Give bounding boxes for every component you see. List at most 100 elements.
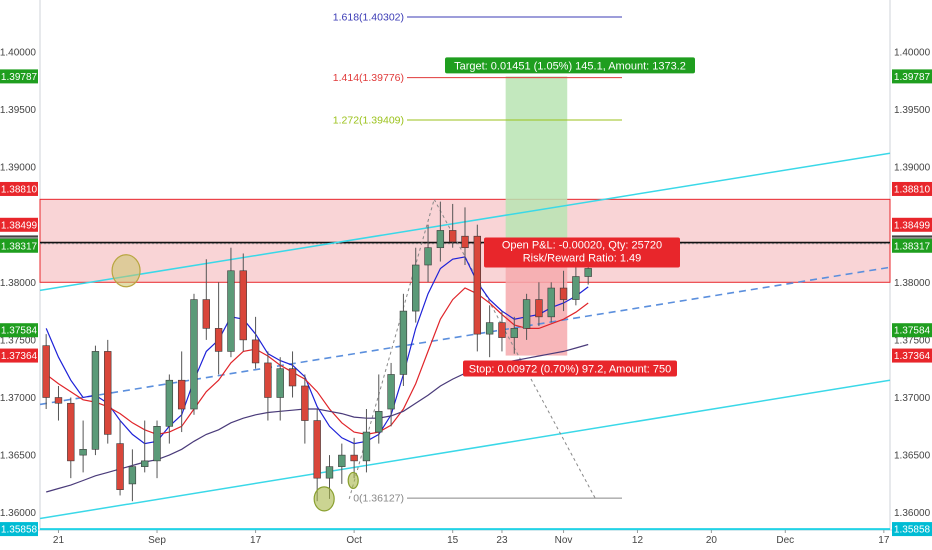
candle-body <box>67 402 75 462</box>
y-tick-label-right: 1.39500 <box>894 105 931 116</box>
candle-body <box>522 299 531 329</box>
channel-lower-line <box>39 379 891 520</box>
highlight-ellipse <box>111 254 141 288</box>
y-tick-label-left: 1.36000 <box>0 508 36 519</box>
price-tag-left-bg <box>0 217 38 232</box>
risk-reward-label: Risk/Reward Ratio: 1.49 <box>523 253 642 265</box>
y-tick-label-left: 1.38000 <box>0 278 36 289</box>
candle-body <box>325 466 334 479</box>
y-tick-label-left: 1.36500 <box>0 451 36 462</box>
candle-body <box>387 374 395 410</box>
candle-body <box>190 299 198 410</box>
fib-leg-up <box>348 199 435 500</box>
price-tag-left-bg <box>0 323 38 338</box>
x-tick-label: 15 <box>447 535 459 546</box>
pnl-box-bg <box>484 237 680 268</box>
price-tag-left: 1.37584 <box>1 326 38 337</box>
price-tag-right: 1.38317 <box>894 241 931 252</box>
candle-body <box>264 362 272 398</box>
y-tick-label-right: 1.39000 <box>894 163 931 174</box>
candle-body <box>104 351 112 435</box>
candle-body <box>251 339 260 364</box>
price-tag-right: 1.38810 <box>894 184 931 195</box>
moving-average-line <box>45 287 589 436</box>
candle-body <box>448 230 457 243</box>
candle-body <box>165 379 174 427</box>
x-tick-label: 21 <box>53 535 65 546</box>
candle-body <box>559 287 568 300</box>
y-tick-label-right: 1.37500 <box>894 335 931 346</box>
stop-label: Stop: 0.00972 (0.70%) 97.2, Amount: 750 <box>469 364 671 376</box>
y-tick-label-left: 1.40000 <box>0 47 36 58</box>
target-zone <box>505 76 568 246</box>
x-tick-label: Sep <box>148 535 166 546</box>
x-tick-label: Dec <box>776 535 794 546</box>
price-tag-right: 1.37584 <box>894 326 931 337</box>
y-tick-label-left: 1.39000 <box>0 163 36 174</box>
x-tick-label: Nov <box>555 535 573 546</box>
price-tag-left-bg <box>0 181 38 196</box>
candle-body <box>473 235 482 335</box>
candle-body <box>177 379 186 410</box>
candle-body <box>202 299 210 329</box>
candle-body <box>128 466 137 485</box>
x-tick-label: 12 <box>632 535 644 546</box>
price-tag-right: 1.37364 <box>894 351 931 362</box>
candle-body <box>461 235 469 249</box>
price-tag-left: 1.37364 <box>1 351 38 362</box>
candle-body <box>141 460 149 467</box>
fib-level-label: 1.618(1.40302) <box>333 12 404 24</box>
price-tag-right-bg <box>892 348 932 363</box>
candle-body <box>399 310 408 375</box>
price-tag-right: 1.35858 <box>894 525 931 536</box>
candle-body <box>54 397 63 404</box>
candle-body <box>436 230 445 249</box>
x-tick-label: 20 <box>706 535 718 546</box>
candle-body <box>362 431 371 462</box>
y-tick-label-right: 1.38000 <box>894 278 931 289</box>
price-tag-right: 1.39787 <box>894 72 931 83</box>
price-tag-right: 1.38499 <box>894 220 931 231</box>
fib-leg-down <box>433 199 597 500</box>
y-tick-label-left: 1.37000 <box>0 393 36 404</box>
fib-level-label: 1.272(1.39409) <box>333 114 404 126</box>
highlight-ellipse <box>313 486 335 512</box>
candle-body <box>485 322 494 335</box>
candle-body <box>424 247 432 266</box>
y-tick-label-right: 1.37000 <box>894 393 931 404</box>
highlight-ellipse <box>347 471 359 490</box>
price-tag-right-bg <box>892 181 932 196</box>
price-tag-right-bg <box>892 323 932 338</box>
y-tick-label-right: 1.36000 <box>894 508 931 519</box>
candle-body <box>91 351 100 450</box>
candle-body <box>239 270 247 341</box>
candle-body <box>350 454 358 462</box>
pnl-label: Open P&L: -0.00020, Qty: 25720 <box>502 240 662 252</box>
candle-body <box>535 299 543 318</box>
stop-label-bg <box>463 360 677 377</box>
candle-body <box>153 426 161 462</box>
candle-body <box>338 454 346 467</box>
x-tick-label: 23 <box>496 535 508 546</box>
candle-body <box>375 411 383 433</box>
y-tick-label-right: 1.40000 <box>894 47 931 58</box>
x-tick-label: 17 <box>250 535 262 546</box>
candle-body <box>498 322 506 338</box>
price-tag-left-bg <box>0 69 38 84</box>
candle-body <box>547 287 555 318</box>
candle-body <box>584 268 592 277</box>
candle-body <box>42 345 50 398</box>
y-tick-label-right: 1.36500 <box>894 451 931 462</box>
price-tag-left-bg <box>0 238 38 253</box>
target-label-bg <box>445 57 695 74</box>
x-tick-label: 17 <box>878 535 890 546</box>
y-tick-label-left: 1.39500 <box>0 105 36 116</box>
y-tick-label-left: 1.37500 <box>0 335 36 346</box>
candle-body <box>313 420 321 479</box>
candle-body <box>288 368 297 387</box>
price-tag-right-bg <box>892 522 932 537</box>
price-tag-left-bg <box>0 348 38 363</box>
fib-level-label: 0(1.36127) <box>353 493 404 505</box>
x-tick-label: Oct <box>346 535 362 546</box>
